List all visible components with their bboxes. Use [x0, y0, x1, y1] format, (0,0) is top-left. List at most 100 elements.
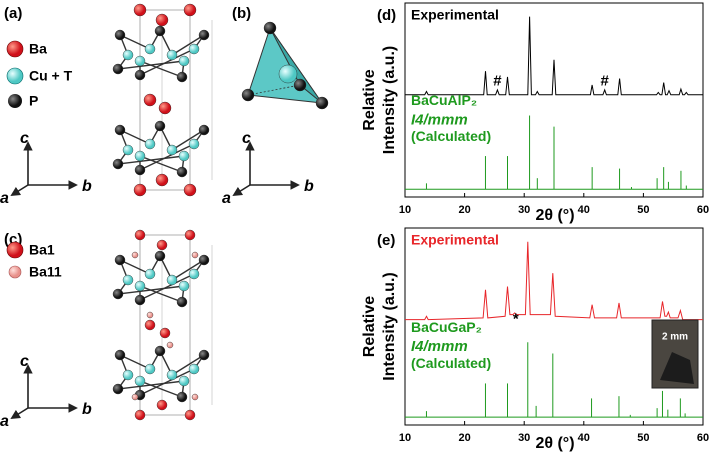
legend-swatch	[6, 241, 24, 259]
atom	[241, 88, 255, 102]
atom	[198, 29, 210, 41]
atom	[122, 144, 134, 156]
annotation: #	[600, 73, 609, 90]
atom	[133, 3, 147, 17]
bond	[139, 273, 195, 301]
x-tick-label: 20	[458, 204, 470, 216]
series-note: (Calculated)	[411, 355, 491, 371]
atom	[112, 288, 124, 300]
x-axis-label: 2θ (°)	[535, 435, 574, 452]
bond	[119, 129, 151, 145]
tetrahedron-edge	[247, 84, 301, 96]
x-tick-label: 60	[697, 204, 709, 216]
pattern-line	[405, 241, 703, 321]
atom	[198, 254, 210, 266]
atom	[198, 349, 210, 361]
atom	[144, 268, 156, 280]
axis-arrow	[10, 407, 29, 420]
annotation: #	[493, 73, 502, 90]
atom	[114, 349, 126, 361]
inset-crystal	[660, 352, 694, 384]
atom	[134, 375, 146, 387]
annotation: *	[513, 311, 519, 328]
y-axis-label: Relative	[361, 296, 378, 357]
axis-letter: b	[82, 178, 92, 195]
legend-label: Ba	[29, 41, 47, 57]
atom	[178, 280, 190, 292]
atom	[166, 274, 178, 286]
legend-swatch	[6, 67, 24, 85]
atom	[159, 327, 171, 339]
axis-arrow	[10, 184, 29, 197]
atom	[188, 43, 200, 55]
atom	[176, 296, 188, 308]
bond	[171, 129, 205, 151]
structures	[10, 3, 329, 421]
atom	[166, 49, 178, 61]
bond	[117, 285, 185, 295]
atom	[144, 138, 156, 150]
inset-label: 2 mm	[662, 332, 688, 343]
atom	[114, 29, 126, 41]
axis-letter: b	[82, 401, 92, 418]
atom	[144, 319, 156, 331]
atom	[134, 280, 146, 292]
atom	[183, 3, 197, 17]
bond	[119, 354, 151, 370]
atom	[131, 251, 139, 259]
atom	[166, 341, 174, 349]
legend-label: Ba1	[29, 242, 55, 258]
atom	[263, 21, 277, 35]
panel-label: (a)	[4, 5, 22, 22]
axis-letter: c	[20, 353, 29, 370]
atom	[178, 150, 190, 162]
atom	[122, 49, 134, 61]
atom	[134, 229, 146, 241]
axis-arrow	[232, 184, 251, 197]
atom	[112, 383, 124, 395]
atom	[114, 124, 126, 136]
legend-swatch	[6, 40, 24, 58]
atom	[183, 183, 197, 197]
axis-letter: a	[0, 190, 9, 207]
atom	[134, 409, 146, 421]
series-note: (Calculated)	[411, 128, 491, 144]
series-name: Experimental	[411, 7, 499, 23]
series-name: Experimental	[411, 232, 499, 248]
bond	[139, 368, 195, 396]
atom	[134, 164, 146, 176]
bond	[139, 380, 183, 398]
atom	[154, 120, 166, 132]
atom	[293, 78, 307, 92]
atom	[278, 64, 298, 84]
panel-label: (d)	[377, 7, 396, 24]
atom	[134, 150, 146, 162]
atom	[134, 294, 146, 306]
bond	[139, 60, 183, 78]
bond	[139, 143, 195, 171]
axis-letter: c	[242, 130, 251, 147]
atom	[112, 63, 124, 75]
x-tick-label: 20	[458, 432, 470, 444]
legend-swatch	[8, 265, 22, 279]
space-group: I4/mmm	[411, 111, 468, 128]
atom	[156, 239, 168, 251]
atom	[176, 391, 188, 403]
atom	[122, 369, 134, 381]
atom	[144, 43, 156, 55]
atom	[122, 274, 134, 286]
bond	[119, 34, 151, 50]
atom	[176, 166, 188, 178]
atom	[158, 101, 172, 115]
pattern-line	[405, 16, 703, 96]
bond	[171, 34, 205, 56]
atom	[315, 96, 329, 110]
bond	[171, 259, 205, 281]
y-axis-label: Relative	[361, 69, 378, 130]
atom	[131, 393, 139, 401]
atom	[188, 268, 200, 280]
bond	[139, 155, 183, 173]
legend-label: P	[29, 93, 38, 109]
atom	[112, 158, 124, 170]
x-tick-label: 50	[637, 204, 649, 216]
